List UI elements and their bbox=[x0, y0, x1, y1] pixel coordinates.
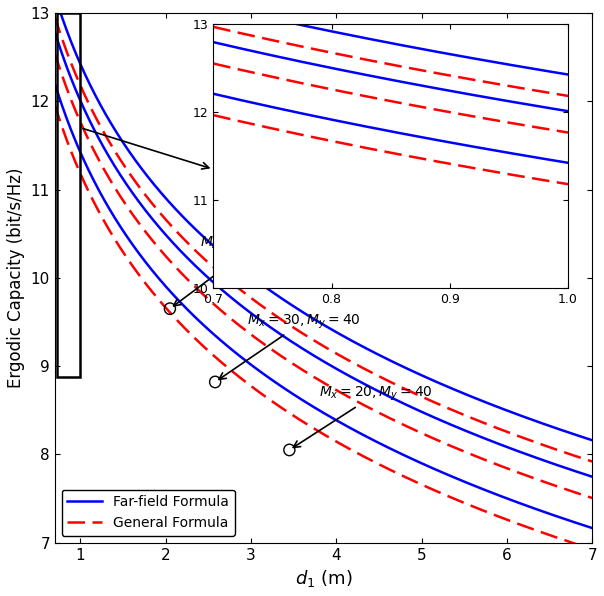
Bar bbox=[57, 13, 80, 377]
Text: $M_x = 40, M_y = 40$: $M_x = 40, M_y = 40$ bbox=[173, 235, 313, 306]
Y-axis label: Ergodic Capacity (bit/s/Hz): Ergodic Capacity (bit/s/Hz) bbox=[7, 167, 25, 388]
Legend: Far-field Formula, General Formula: Far-field Formula, General Formula bbox=[62, 490, 234, 536]
X-axis label: $d_1$ (m): $d_1$ (m) bbox=[295, 568, 352, 589]
Text: $M_x = 30, M_y = 40$: $M_x = 30, M_y = 40$ bbox=[219, 312, 361, 379]
Text: $M_x = 20, M_y = 40$: $M_x = 20, M_y = 40$ bbox=[294, 385, 433, 448]
